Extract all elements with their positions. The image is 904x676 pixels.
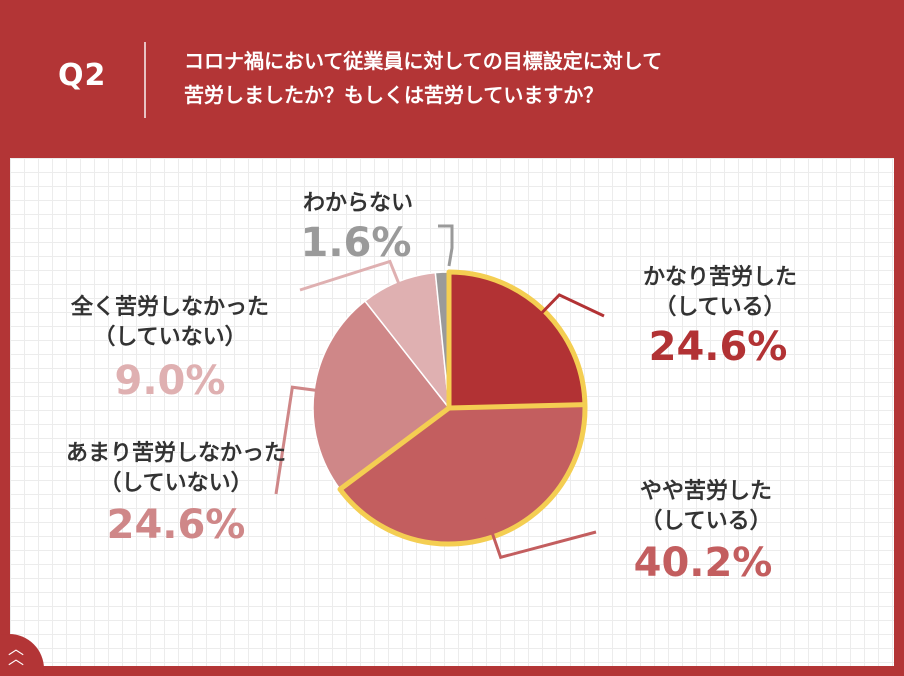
slice-label-group-3: あまり苦労しなかった （していない） 24.6%	[66, 440, 286, 548]
slice-value-2: 40.2%	[634, 540, 773, 586]
slice-label-4-line2: （していない）	[93, 325, 246, 350]
slice-label-3-line1: あまり苦労しなかった	[66, 440, 286, 466]
slice-label-group-5: わからない 1.6%	[301, 191, 413, 266]
leader-line-5	[438, 224, 454, 267]
leader-line-2	[485, 516, 597, 560]
question-line-1: コロナ禍において従業員に対しての目標設定に対して	[184, 49, 663, 73]
pie-slices	[312, 271, 586, 545]
header-divider	[144, 42, 146, 118]
slice-value-3: 24.6%	[107, 502, 246, 548]
slice-label-4-line1: 全く苦労しなかった	[70, 294, 269, 320]
slice-value-1: 24.6%	[649, 324, 788, 370]
chevron-up-icon: ︿ ︿	[8, 639, 25, 668]
slice-label-1-line1: かなり苦労した	[643, 264, 797, 290]
question-text: コロナ禍において従業員に対しての目標設定に対して 苦労しましたか？もしくは苦労し…	[184, 44, 864, 112]
question-line-2: 苦労しましたか？もしくは苦労していますか？	[184, 83, 604, 107]
leader-line-4	[299, 259, 408, 302]
slice-label-group-4: 全く苦労しなかった （していない） 9.0%	[70, 294, 269, 404]
highlight-outline-group	[337, 269, 588, 547]
highlight-divider-2	[448, 402, 586, 411]
slice-label-3-line2: （していない）	[99, 471, 252, 496]
slice-label-1-line2: （している）	[654, 295, 785, 320]
slice-label-5-line1: わからない	[303, 191, 413, 216]
leader-line-1	[528, 293, 605, 327]
slice-label-2-line2: （している）	[640, 509, 771, 534]
slice-label-group-2: やや苦労した （している） 40.2%	[634, 478, 773, 586]
leader-lines	[274, 224, 605, 560]
highlight-outline	[337, 269, 588, 547]
leader-line-3	[274, 385, 335, 495]
slice-value-5: 1.6%	[301, 220, 412, 266]
slice-value-4: 9.0%	[115, 358, 226, 404]
question-header: Q2 コロナ禍において従業員に対しての目標設定に対して 苦労しましたか？もしくは…	[0, 0, 904, 160]
slice-label-2-line1: やや苦労した	[640, 478, 772, 504]
slice-label-group-1: かなり苦労した （している） 24.6%	[643, 264, 797, 370]
question-number: Q2	[58, 58, 107, 93]
